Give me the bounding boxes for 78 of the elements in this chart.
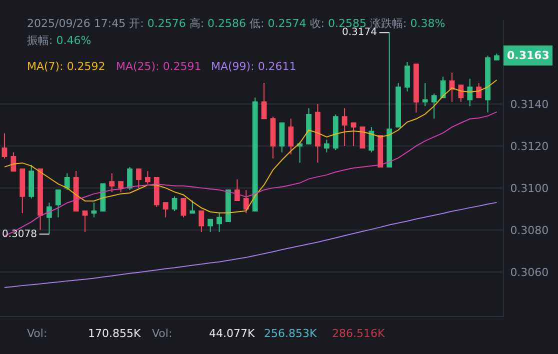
annotation: 0.2591 xyxy=(162,60,202,73)
candlestick xyxy=(431,92,437,120)
candlestick xyxy=(20,168,26,214)
text: 256.853K xyxy=(264,327,318,340)
candlestick xyxy=(261,82,267,120)
candlestick xyxy=(226,190,231,222)
candlestick xyxy=(100,183,106,212)
candlestick xyxy=(485,55,490,113)
candlestick xyxy=(109,172,115,193)
text: 0.3163 xyxy=(507,49,550,62)
candlestick xyxy=(396,82,401,128)
candlestick xyxy=(350,122,356,146)
text: Vol: xyxy=(27,327,48,340)
candlestick xyxy=(386,32,392,168)
candlestick xyxy=(234,179,240,202)
candlestick xyxy=(422,82,428,107)
candlestick xyxy=(38,168,43,230)
candlestick xyxy=(243,190,249,214)
y-tick-label: 0.3140 xyxy=(510,98,549,111)
candlestick xyxy=(127,166,132,191)
candlestick xyxy=(64,172,70,191)
text: 286.516K xyxy=(332,327,386,340)
candlestick xyxy=(324,139,330,153)
candlestick xyxy=(172,196,178,212)
candlestick xyxy=(476,82,482,98)
candlestick xyxy=(198,210,204,233)
candlestick xyxy=(315,103,320,164)
y-tick-label: 0.3080 xyxy=(510,224,549,237)
candlestick xyxy=(28,164,34,199)
text: 44.077K xyxy=(209,327,256,340)
candlestick xyxy=(190,200,196,214)
candlestick xyxy=(180,198,186,218)
candlestick xyxy=(467,78,473,107)
y-tick-label: 0.3060 xyxy=(510,266,549,279)
y-tick-label: 0.3100 xyxy=(510,182,549,195)
text: MA(7): xyxy=(27,60,67,73)
text: 170.855K xyxy=(88,327,142,340)
candlestick xyxy=(297,141,303,164)
candlestick xyxy=(10,152,16,172)
candlestick xyxy=(118,181,124,193)
annotation: 0.3174 xyxy=(342,27,377,38)
candlestick xyxy=(46,202,52,235)
candlestick xyxy=(91,202,97,218)
text: MA(99): xyxy=(211,60,258,73)
candlestick xyxy=(279,122,285,153)
candlestick xyxy=(252,97,258,212)
candlestick xyxy=(378,134,384,168)
candlestick xyxy=(270,116,276,160)
annotation: 振幅: 0.46% xyxy=(27,34,92,47)
candlestick xyxy=(342,108,348,146)
candlestick xyxy=(208,218,214,233)
annotation: 0.2592 xyxy=(66,60,106,73)
candlestick xyxy=(458,84,464,102)
candlestick xyxy=(413,64,419,113)
candlestick xyxy=(154,176,160,208)
candlestick xyxy=(288,118,294,155)
candlestick xyxy=(494,53,500,60)
line-series xyxy=(4,80,498,214)
candlestick xyxy=(144,170,150,184)
candlestick xyxy=(82,210,88,233)
line-series xyxy=(4,111,498,236)
text: Vol: xyxy=(152,327,172,340)
candlestick xyxy=(449,72,455,102)
candlestick xyxy=(404,61,410,92)
candlestick xyxy=(136,168,142,188)
annotation: 0.2611 xyxy=(258,60,296,73)
y-tick-label: 0.3120 xyxy=(510,140,549,153)
candlestick xyxy=(306,108,312,144)
line-series xyxy=(4,202,498,288)
text: MA(25): xyxy=(116,60,163,73)
candlestick xyxy=(2,132,8,160)
candlestick xyxy=(162,202,168,218)
candlestick xyxy=(216,212,222,233)
candlestick xyxy=(55,190,61,218)
candlestick xyxy=(73,170,79,212)
candlestick xyxy=(332,114,338,151)
annotation: 0.3078 xyxy=(2,229,37,240)
candlestick xyxy=(368,126,374,153)
